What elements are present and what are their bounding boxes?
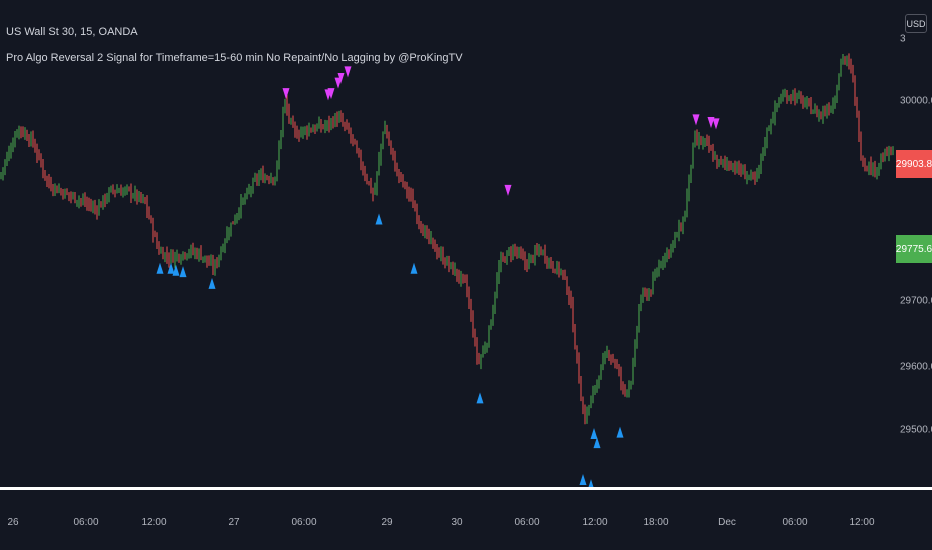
sell-signal-arrow bbox=[712, 118, 720, 130]
sell-signal-arrow bbox=[504, 184, 512, 196]
sell-signal-arrow bbox=[344, 66, 352, 78]
time-tick-label: 29 bbox=[381, 517, 393, 528]
time-tick-label: 12:00 bbox=[582, 517, 608, 528]
sell-signal-arrow bbox=[692, 114, 700, 126]
time-tick-label: 12:00 bbox=[849, 517, 875, 528]
buy-signal-arrow bbox=[375, 213, 383, 225]
price-tick-label: 30000.0 bbox=[900, 95, 932, 107]
time-tick-label: 06:00 bbox=[73, 517, 99, 528]
chart-bottom-border bbox=[0, 487, 932, 490]
signals bbox=[156, 66, 720, 491]
time-tick-label: Dec bbox=[718, 517, 736, 528]
buy-signal-arrow bbox=[156, 262, 164, 274]
candles bbox=[0, 53, 894, 425]
chart-area[interactable] bbox=[0, 0, 896, 491]
sell-signal-arrow bbox=[327, 88, 335, 100]
indicator-legend[interactable]: Pro Algo Reversal 2 Signal for Timeframe… bbox=[6, 52, 463, 64]
time-tick-label: 26 bbox=[7, 517, 19, 528]
price-tick-label: 29500.0 bbox=[900, 424, 932, 436]
buy-signal-arrow bbox=[593, 437, 601, 449]
price-tick-label-partial: 3 bbox=[900, 33, 906, 45]
buy-signal-arrow bbox=[579, 474, 587, 486]
time-tick-label: 06:00 bbox=[514, 517, 540, 528]
last-price-tag: 29903.8 bbox=[896, 150, 932, 178]
sell-signal-arrow bbox=[282, 88, 290, 100]
currency-badge[interactable]: USD bbox=[905, 14, 927, 33]
buy-signal-arrow bbox=[590, 427, 598, 439]
time-tick-label: 18:00 bbox=[643, 517, 669, 528]
price-tick-label: 29600.0 bbox=[900, 361, 932, 373]
time-tick-label: 27 bbox=[228, 517, 240, 528]
buy-signal-arrow bbox=[476, 392, 484, 404]
time-axis[interactable]: 26 06:00 12:00 27 06:00 29 30 06:00 12:0… bbox=[0, 490, 932, 550]
price-tick-label: 29700.0 bbox=[900, 295, 932, 307]
sell-signal-arrow bbox=[707, 117, 715, 129]
time-tick-label: 30 bbox=[451, 517, 463, 528]
buy-signal-arrow bbox=[179, 266, 187, 278]
sell-signal-arrow bbox=[334, 77, 342, 89]
symbol-legend[interactable]: US Wall St 30, 15, OANDA bbox=[6, 26, 138, 38]
time-tick-label: 06:00 bbox=[782, 517, 808, 528]
time-tick-label: 06:00 bbox=[291, 517, 317, 528]
buy-signal-arrow bbox=[172, 264, 180, 276]
alt-price-tag: 29775.6 bbox=[896, 235, 932, 263]
sell-signal-arrow bbox=[337, 72, 345, 84]
buy-signal-arrow bbox=[410, 262, 418, 274]
buy-signal-arrow bbox=[167, 262, 175, 274]
price-axis[interactable]: 3 30000.0 29700.0 29600.0 29500.0 29903.… bbox=[896, 0, 932, 488]
buy-signal-arrow bbox=[208, 277, 216, 289]
time-tick-label: 12:00 bbox=[141, 517, 167, 528]
price-chart[interactable] bbox=[0, 0, 896, 491]
buy-signal-arrow bbox=[616, 426, 624, 438]
